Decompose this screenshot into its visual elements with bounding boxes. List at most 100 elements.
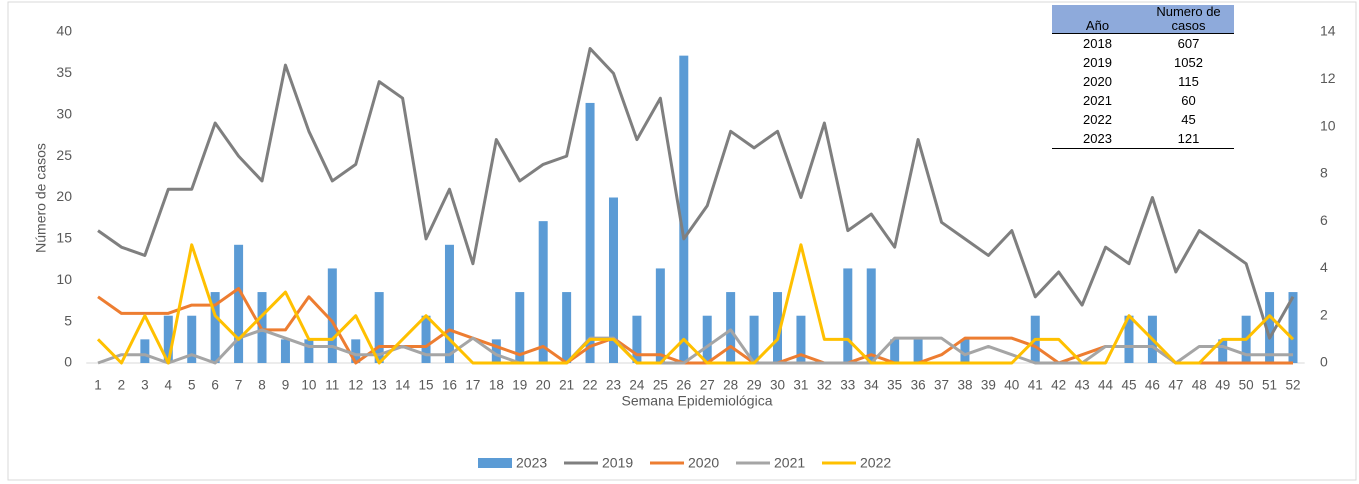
x-tick-label: 43 (1075, 378, 1090, 393)
bar (374, 292, 384, 363)
x-tick-label: 8 (258, 378, 266, 393)
bar (351, 339, 361, 363)
x-tick-label: 6 (211, 378, 219, 393)
bar (749, 315, 759, 363)
table-header: Año Numero de casos (1052, 5, 1234, 34)
y-tick-label: 30 (56, 105, 72, 121)
bar (491, 339, 501, 363)
y-tick-label: 40 (56, 23, 72, 39)
y2-tick-label: 2 (1320, 306, 1328, 322)
y-tick-label: 10 (56, 271, 72, 287)
x-tick-label: 45 (1121, 378, 1136, 393)
x-tick-label: 28 (723, 378, 738, 393)
x-tick-label: 41 (1028, 378, 1043, 393)
x-tick-label: 26 (676, 378, 691, 393)
table-cell: 45 (1181, 112, 1196, 127)
bar (773, 292, 783, 363)
x-tick-label: 49 (1215, 378, 1230, 393)
table-row: 2019 1052 (1052, 53, 1234, 72)
x-tick-label: 30 (770, 378, 785, 393)
bar (538, 221, 548, 363)
x-tick-label: 38 (957, 378, 972, 393)
y2-tick-label: 10 (1320, 117, 1336, 133)
x-tick-label: 15 (419, 378, 434, 393)
legend-label: 2020 (688, 455, 719, 471)
legend-label: 2022 (860, 455, 891, 471)
bar (1288, 292, 1298, 363)
table-row: 2020 115 (1052, 72, 1234, 91)
x-tick-label: 47 (1168, 378, 1183, 393)
y-axis-label: Número de casos (33, 143, 49, 253)
x-tick-label: 27 (700, 378, 715, 393)
x-tick-label: 51 (1262, 378, 1277, 393)
bar (843, 268, 853, 363)
bar (702, 315, 712, 363)
table-header-cell: Numero de casos (1143, 5, 1234, 34)
x-tick-label: 29 (747, 378, 762, 393)
y2-tick-label: 4 (1320, 259, 1328, 275)
x-tick-label: 12 (348, 378, 363, 393)
x-tick-label: 3 (141, 378, 149, 393)
bar (632, 315, 642, 363)
summary-table: Año Numero de casos 2018 607 2019 1052 2020 1… (1052, 5, 1234, 149)
line-series (96, 243, 1295, 365)
x-tick-label: 48 (1192, 378, 1207, 393)
table-row: 2018 607 (1052, 34, 1234, 54)
legend-item: 2022 (822, 455, 891, 471)
x-tick-label: 14 (395, 378, 411, 393)
x-tick-label: 24 (629, 378, 645, 393)
bar (1218, 339, 1228, 363)
x-tick-label: 42 (1051, 378, 1066, 393)
x-tick-label: 10 (301, 378, 316, 393)
x-tick-label: 9 (282, 378, 290, 393)
bar (585, 102, 595, 363)
table-row: 2021 60 (1052, 91, 1234, 110)
bar (913, 339, 923, 363)
bar (280, 339, 290, 363)
bar (515, 292, 525, 363)
table-cell: 2020 (1083, 74, 1112, 89)
x-tick-label: 11 (325, 378, 339, 393)
legend-item: 2019 (564, 455, 633, 471)
y2-tick-label: 14 (1320, 23, 1336, 39)
x-tick-label: 21 (559, 378, 574, 393)
x-tick-label: 52 (1285, 378, 1300, 393)
bar (234, 244, 244, 363)
table-cell: 115 (1178, 74, 1199, 89)
legend-item: 2023 (478, 455, 547, 471)
line-series (97, 47, 1295, 340)
table-cell: 2019 (1083, 55, 1112, 70)
legend-label: 2019 (602, 455, 633, 471)
x-tick-label: 34 (864, 378, 880, 393)
legend-label: 2023 (516, 455, 547, 471)
x-tick-label: 2 (118, 378, 126, 393)
chart-frame (7, 1, 1357, 481)
table-cell: 607 (1177, 36, 1200, 51)
bar (163, 315, 173, 363)
bar (140, 339, 150, 363)
y-tick-label: 0 (64, 354, 72, 370)
bar (187, 315, 197, 363)
y-tick-label: 25 (56, 147, 72, 163)
x-tick-label: 17 (465, 378, 480, 393)
x-tick-label: 4 (165, 378, 173, 393)
bar (679, 55, 689, 364)
x-tick-label: 37 (934, 378, 949, 393)
x-tick-label: 32 (817, 378, 832, 393)
bar (890, 339, 900, 363)
table-cell: 2023 (1052, 129, 1143, 149)
x-tick-label: 20 (536, 378, 551, 393)
x-axis-label: Semana Epidemiológica (622, 393, 773, 409)
bar (210, 292, 220, 363)
y-tick-label: 15 (56, 230, 72, 246)
x-tick-label: 13 (372, 378, 387, 393)
bar (796, 315, 806, 363)
table-cell: 1052 (1174, 55, 1203, 70)
bar (866, 268, 876, 363)
table-cell: 2021 (1083, 93, 1112, 108)
table-cell: 2022 (1083, 112, 1112, 127)
y2-tick-label: 8 (1320, 165, 1328, 181)
bar (421, 315, 431, 363)
table-cell: 2018 (1083, 36, 1112, 51)
